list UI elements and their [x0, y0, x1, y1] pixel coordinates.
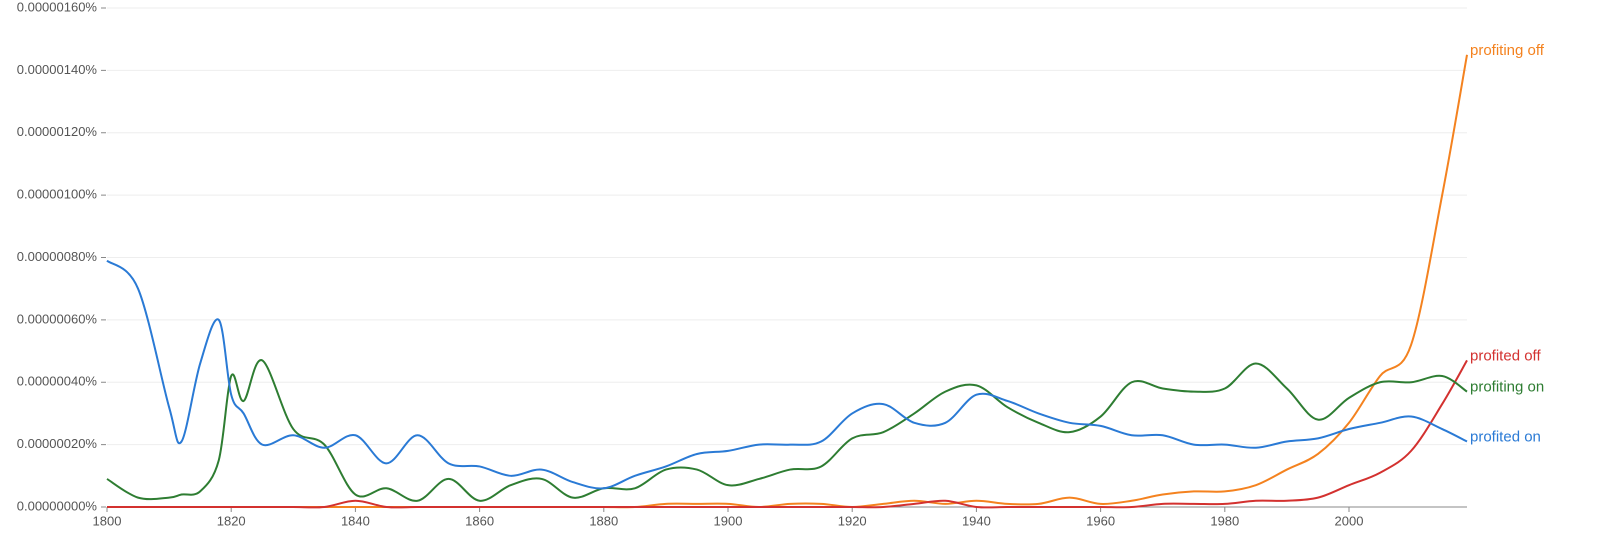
x-tick-label: 1900 — [714, 513, 743, 528]
y-tick-label: 0.00000000% — [17, 498, 98, 513]
series-line — [106, 259, 1468, 490]
x-tick-label: 1980 — [1210, 513, 1239, 528]
x-tick-label: 1960 — [1086, 513, 1115, 528]
y-tick-label: 0.00000080% — [17, 249, 98, 264]
y-tick-label: 0.00000100% — [17, 187, 98, 202]
y-tick-label: 0.00000140% — [17, 62, 98, 77]
y-tick-label: 0.00000020% — [17, 436, 98, 451]
x-tick-label: 1940 — [962, 513, 991, 528]
series-label: profiting off — [1470, 42, 1545, 59]
x-tick-label: 1820 — [217, 513, 246, 528]
x-tick-label: 1800 — [93, 513, 122, 528]
series-label: profited off — [1470, 347, 1541, 364]
y-tick-label: 0.00000040% — [17, 374, 98, 389]
y-tick-label: 0.00000060% — [17, 311, 98, 326]
x-tick-label: 2000 — [1335, 513, 1364, 528]
series-line — [106, 359, 1468, 509]
y-tick-label: 0.00000120% — [17, 124, 98, 139]
series-line — [106, 54, 1468, 509]
series-label: profited on — [1470, 428, 1541, 445]
x-tick-label: 1860 — [465, 513, 494, 528]
y-tick-label: 0.00000160% — [17, 0, 98, 14]
x-tick-label: 1880 — [589, 513, 618, 528]
x-tick-label: 1920 — [838, 513, 867, 528]
series-label: profiting on — [1470, 379, 1544, 396]
series-line — [106, 359, 1468, 502]
x-tick-label: 1840 — [341, 513, 370, 528]
